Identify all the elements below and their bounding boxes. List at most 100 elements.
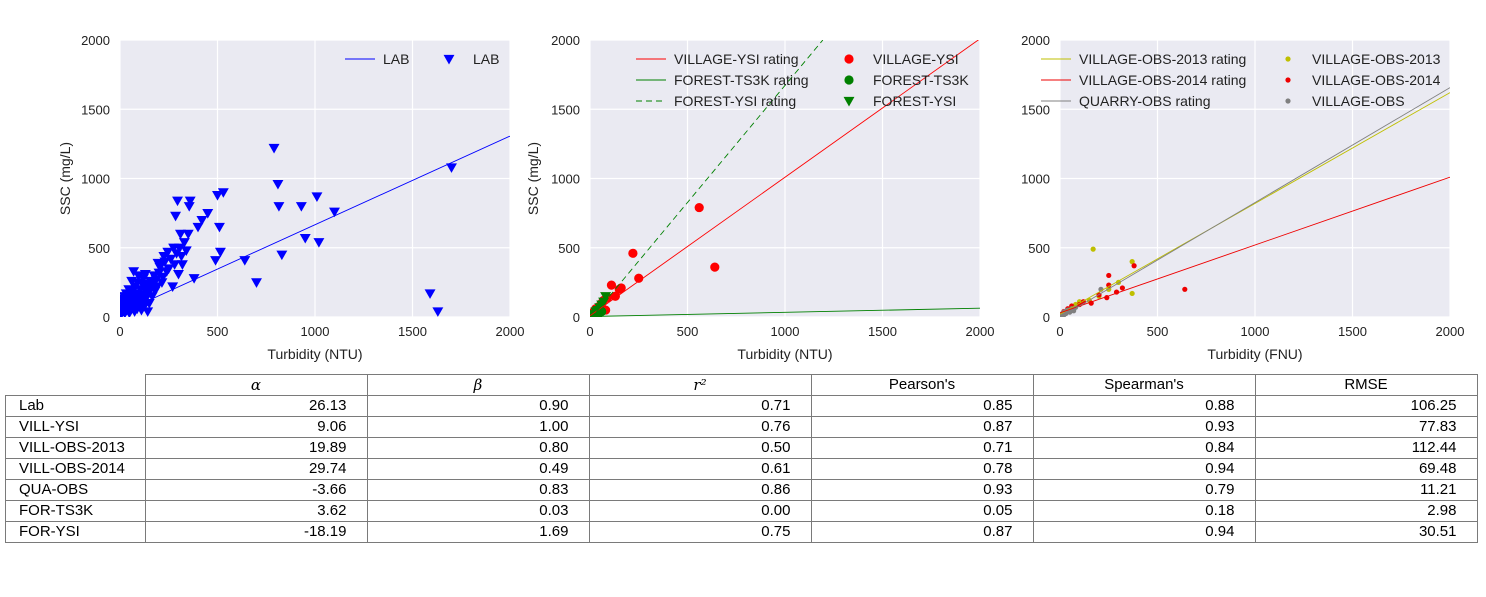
x-tick-label: 1500 — [1338, 324, 1367, 339]
row-label: FOR-YSI — [5, 521, 146, 543]
header-r-squared: r² — [588, 374, 812, 396]
data-point — [634, 273, 644, 283]
row-label: FOR-TS3K — [5, 500, 146, 522]
data-point — [610, 291, 620, 301]
legend-marker-swatch — [843, 96, 855, 107]
charts-figure: 0 500 1000 1500 2000 0 500 1000 1500 2000 Turbidit… — [57, 33, 1464, 362]
rating-line — [120, 135, 510, 314]
data-point — [157, 272, 169, 283]
table-cell: 77.83 — [1254, 416, 1478, 438]
data-point — [1129, 259, 1135, 265]
data-point — [214, 247, 226, 258]
legend-label: VILLAGE-OBS-2014 — [1312, 72, 1441, 88]
data-point — [1090, 246, 1096, 252]
table-row: QUA-OBS -3.66 0.83 0.86 0.93 0.79 11.21 — [5, 479, 1478, 501]
data-point — [174, 243, 185, 254]
row-label: VILL-YSI — [5, 416, 146, 438]
data-point — [213, 222, 225, 233]
y-tick-label: 1500 — [81, 102, 110, 117]
legend-label: VILLAGE-OBS-2014 rating — [1079, 72, 1246, 88]
data-point — [239, 256, 251, 266]
header-beta: β — [366, 374, 590, 396]
table-cell: 0.79 — [1032, 479, 1256, 501]
header-rmse: RMSE — [1254, 374, 1478, 396]
table-cell: 0.49 — [366, 458, 590, 480]
table-cell: 0.93 — [810, 479, 1034, 501]
table-cell: 19.89 — [144, 437, 368, 459]
table-corner-cell — [5, 374, 146, 396]
x-tick-label: 0 — [116, 324, 123, 339]
data-point — [188, 274, 200, 284]
x-tick-label: 1500 — [868, 324, 897, 339]
data-point — [1129, 290, 1135, 297]
legend-marker-swatch — [844, 75, 854, 85]
data-point — [167, 282, 179, 292]
table-cell: 0.76 — [588, 416, 812, 438]
data-point — [162, 247, 174, 258]
x-tick-label: 500 — [207, 324, 229, 339]
data-point — [142, 307, 154, 317]
data-point — [175, 251, 187, 262]
legend: VILLAGE-YSI rating FOREST-TS3K rating FORE… — [636, 51, 969, 109]
data-point — [268, 143, 280, 154]
table-cell: 0.50 — [588, 437, 812, 459]
legend-label: VILLAGE-OBS — [1312, 93, 1405, 109]
rating-line — [1060, 87, 1450, 317]
data-point — [133, 271, 144, 281]
table-cell: 0.88 — [1032, 395, 1256, 417]
table-cell: 0.75 — [588, 521, 812, 543]
data-point — [212, 191, 223, 201]
x-tick-label: 0 — [586, 324, 593, 339]
data-point — [299, 233, 311, 244]
rating-line — [1060, 176, 1450, 314]
table-cell: 30.51 — [1254, 521, 1478, 543]
data-point — [172, 196, 183, 207]
data-point — [150, 275, 162, 286]
legend-marker-swatch — [1285, 77, 1291, 83]
row-label: VILL-OBS-2013 — [5, 437, 146, 459]
data-point — [295, 202, 307, 212]
data-point — [217, 188, 229, 198]
data-point — [196, 215, 208, 226]
y-tick-label: 500 — [1028, 241, 1050, 256]
data-point — [165, 254, 177, 265]
header-pearson: Pearson's — [810, 374, 1034, 396]
data-point — [272, 179, 284, 190]
table-cell: 0.03 — [366, 500, 590, 522]
plot-content — [590, 40, 980, 317]
table-cell: 0.71 — [588, 395, 812, 417]
data-point — [606, 280, 617, 290]
data-point — [251, 278, 262, 288]
table-row: Lab 26.13 0.90 0.71 0.85 0.88 106.25 — [5, 395, 1478, 417]
data-point — [159, 257, 171, 268]
table-row: VILL-YSI 9.06 1.00 0.76 0.87 0.93 77.83 — [5, 416, 1478, 438]
data-point — [273, 202, 285, 212]
table-cell: -3.66 — [144, 479, 368, 501]
rating-line — [590, 40, 980, 317]
legend-label: FOREST-YSI rating — [674, 93, 796, 109]
data-point — [210, 256, 222, 266]
legend-label: VILLAGE-OBS-2013 — [1312, 51, 1441, 67]
data-point — [169, 260, 181, 270]
x-tick-label: 1000 — [771, 324, 800, 339]
legend-label: LAB — [383, 51, 409, 67]
y-axis-label: SSC (mg/L) — [57, 142, 73, 215]
y-tick-label: 2000 — [1021, 33, 1050, 48]
table-cell: 0.78 — [810, 458, 1034, 480]
y-tick-label: 1000 — [551, 172, 580, 187]
x-tick-label: 1000 — [301, 324, 330, 339]
rating-line — [1060, 92, 1450, 315]
data-point — [1131, 263, 1137, 269]
data-point — [1106, 272, 1112, 279]
data-point — [163, 264, 175, 274]
y-tick-label: 500 — [558, 241, 580, 256]
legend-label: FOREST-TS3K rating — [674, 72, 809, 88]
data-point — [710, 262, 720, 272]
x-tick-label: 0 — [1056, 324, 1063, 339]
y-tick-label: 0 — [573, 310, 580, 325]
y-tick-label: 2000 — [81, 33, 110, 48]
legend-label: QUARRY-OBS rating — [1079, 93, 1211, 109]
plot-content — [120, 135, 510, 317]
table-cell: 0.87 — [810, 521, 1034, 543]
data-point — [1119, 285, 1125, 291]
